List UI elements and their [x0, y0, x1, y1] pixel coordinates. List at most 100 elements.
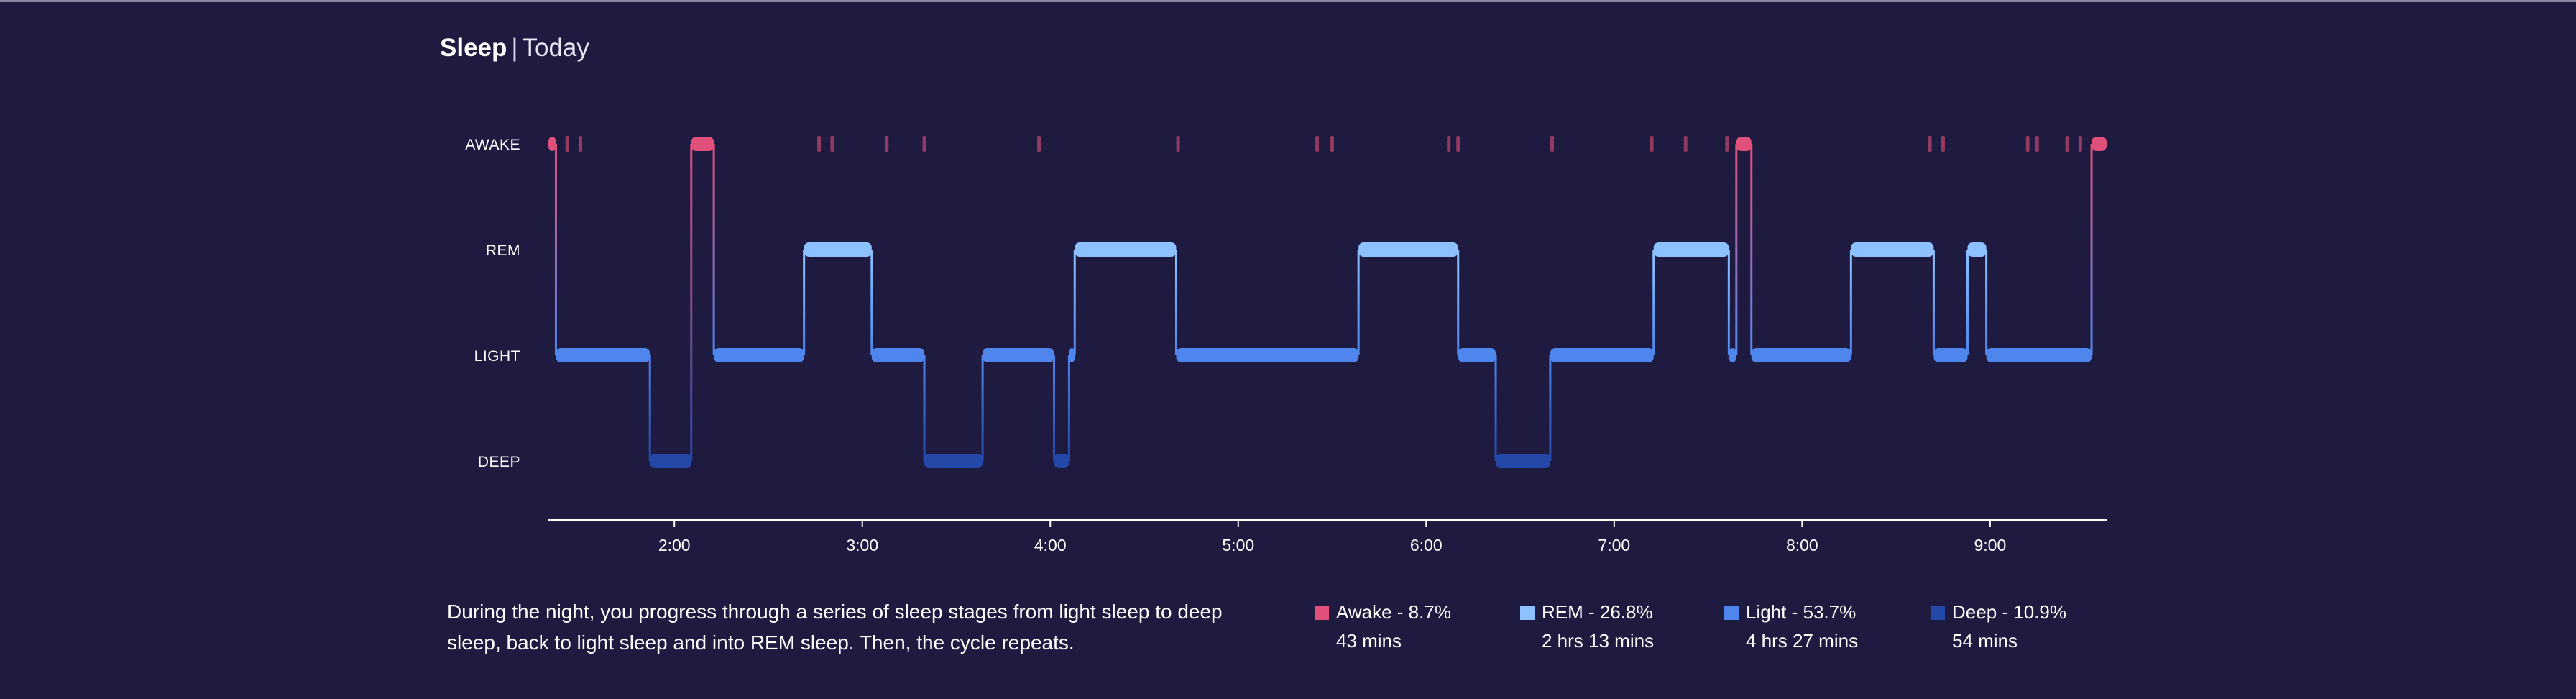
- awake-tick: [565, 136, 569, 152]
- segment-light: [1729, 348, 1736, 362]
- stage-transition: [1494, 355, 1497, 461]
- awake-tick: [1330, 136, 1335, 152]
- awake-tick: [885, 136, 889, 152]
- segment-deep: [1054, 454, 1070, 468]
- stage-transition: [1750, 144, 1753, 355]
- legend-rem-duration: 2 hrs 13 mins: [1542, 630, 1655, 652]
- segment-light: [714, 348, 804, 362]
- legend-awake-label: Awake - 8.7%: [1336, 601, 1451, 623]
- x-tick-label: 9:00: [1974, 536, 2006, 554]
- awake-tick: [1941, 136, 1945, 152]
- legend-deep-duration: 54 mins: [1952, 630, 2018, 652]
- awake-tick: [1315, 136, 1320, 152]
- stage-transition: [1727, 250, 1730, 355]
- awake-tick: [2078, 136, 2082, 152]
- segment-light: [983, 348, 1054, 362]
- awake-tick: [2025, 136, 2030, 152]
- segment-awake: [2092, 137, 2107, 151]
- rem-swatch: [1520, 606, 1535, 620]
- stage-transition: [1735, 144, 1738, 355]
- legend-deep-label: Deep - 10.9%: [1952, 601, 2066, 623]
- stage-transitions: [554, 144, 2093, 461]
- legend-light-label: Light - 53.7%: [1746, 601, 1857, 623]
- stage-transition: [1073, 250, 1076, 355]
- awake-tick: [2065, 136, 2069, 152]
- x-tick-label: 5:00: [1222, 536, 1254, 554]
- segment-deep: [1496, 454, 1550, 468]
- legend-deep: Deep - 10.9% 54 mins: [1931, 598, 2066, 655]
- stage-transition: [554, 144, 557, 355]
- awake-tick: [1683, 136, 1688, 152]
- segment-light: [1458, 348, 1496, 362]
- stage-transition: [1174, 250, 1177, 355]
- segment-light: [1933, 348, 1968, 362]
- stage-transition: [1652, 250, 1655, 355]
- awake-tick: [1037, 136, 1041, 152]
- stage-transition: [1052, 355, 1055, 461]
- stage-transition: [1966, 250, 1969, 355]
- awake-tick: [1725, 136, 1729, 152]
- legend-rem-label: REM - 26.8%: [1542, 601, 1653, 623]
- stage-transition: [690, 144, 693, 461]
- stage-transition: [1457, 250, 1460, 355]
- segment-light: [1751, 348, 1852, 362]
- stage-transition: [870, 250, 873, 355]
- segment-awake: [691, 137, 714, 151]
- stage-label-light: LIGHT: [474, 348, 520, 365]
- segment-light: [1069, 348, 1075, 362]
- segment-rem: [1851, 242, 1934, 257]
- time-axis-ticks: 2:00 3:00 4:00 5:00 6:00 7:00 8:00 9:00: [658, 520, 2006, 554]
- stage-transition: [648, 355, 651, 461]
- segment-light: [556, 348, 650, 362]
- deep-swatch: [1931, 606, 1945, 620]
- segment-awake: [548, 137, 556, 151]
- sleep-description: During the night, you progress through a…: [447, 600, 1223, 654]
- awake-tick: [1176, 136, 1180, 152]
- stage-axis-labels: AWAKE REM LIGHT DEEP: [465, 137, 520, 470]
- stage-transition: [1985, 250, 1988, 355]
- awake-tick: [830, 136, 834, 152]
- legend-light-duration: 4 hrs 27 mins: [1746, 630, 1859, 652]
- title-separator: |: [511, 34, 518, 62]
- stage-label-rem: REM: [486, 242, 520, 259]
- x-tick-label: 3:00: [846, 536, 878, 554]
- stage-transition: [1357, 250, 1360, 355]
- stage-transition: [981, 355, 984, 461]
- awake-tick: [1447, 136, 1451, 152]
- stage-transition: [923, 355, 926, 461]
- stage-transition: [2090, 144, 2093, 355]
- awake-tick: [2035, 136, 2039, 152]
- segment-rem: [1075, 242, 1177, 257]
- segment-rem: [1653, 242, 1729, 257]
- stage-transition: [1067, 355, 1070, 461]
- segment-rem: [1967, 242, 1987, 257]
- segment-rem: [1358, 242, 1458, 257]
- stage-transition: [712, 144, 715, 355]
- stage-transition: [1549, 355, 1552, 461]
- stage-label-awake: AWAKE: [465, 137, 520, 153]
- segment-light: [871, 348, 925, 362]
- segment-deep: [924, 454, 983, 468]
- stage-segments: [548, 137, 2107, 468]
- x-tick-label: 7:00: [1598, 536, 1630, 554]
- x-tick-label: 4:00: [1034, 536, 1067, 554]
- chart-header: Sleep | Today: [440, 34, 589, 63]
- awake-tick: [578, 136, 582, 152]
- awake-tick: [1650, 136, 1654, 152]
- segment-light: [1986, 348, 2092, 362]
- legend-light: Light - 53.7% 4 hrs 27 mins: [1724, 598, 1858, 655]
- segment-rem: [804, 242, 872, 257]
- legend-rem: REM - 26.8% 2 hrs 13 mins: [1520, 598, 1654, 655]
- light-swatch: [1724, 606, 1739, 620]
- stage-transition: [1849, 250, 1852, 355]
- awake-tick: [1550, 136, 1555, 152]
- segment-light: [1176, 348, 1359, 362]
- legend-awake: Awake - 8.7% 43 mins: [1315, 598, 1451, 655]
- x-tick-label: 2:00: [658, 536, 691, 554]
- segment-awake: [1736, 137, 1752, 151]
- awake-tick: [922, 136, 926, 152]
- stage-transition: [1932, 250, 1935, 355]
- period-label[interactable]: Today: [522, 34, 589, 62]
- legend-awake-duration: 43 mins: [1336, 630, 1402, 652]
